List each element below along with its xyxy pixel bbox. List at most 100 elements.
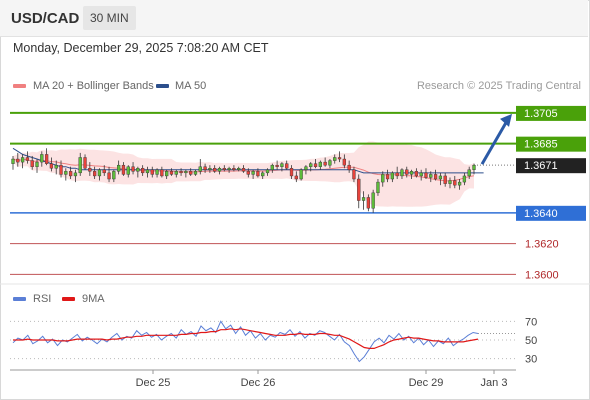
candle-body [419, 172, 423, 177]
candle-body [83, 157, 87, 169]
candle-body [40, 154, 44, 163]
ma20-legend-label: MA 20 + Bollinger Bands [33, 80, 154, 92]
candle-body [376, 181, 380, 194]
forecast-arrow-shaft [480, 120, 509, 165]
candle-body [198, 166, 202, 172]
candle-body [203, 166, 207, 170]
candle-body [265, 169, 270, 174]
candle-body [126, 166, 130, 175]
candle-body [318, 161, 322, 167]
candle-body [390, 172, 395, 180]
candle-body [448, 180, 452, 184]
candle-body [414, 171, 419, 177]
price-tag-1.3640 [516, 205, 586, 221]
candle-body [304, 166, 308, 170]
candle-body [222, 168, 226, 170]
candle-body [217, 168, 222, 172]
candle-body [213, 168, 217, 172]
candle-body [323, 161, 327, 166]
forecast-arrow-head [500, 113, 512, 127]
candle-body [30, 160, 34, 167]
candle-body [289, 168, 294, 177]
rsi-tick-label-70: 70 [525, 316, 537, 328]
candle-body [270, 164, 274, 170]
candle-body [299, 169, 303, 180]
rsi-tick-label-30: 30 [525, 354, 537, 366]
candle-body [25, 157, 30, 161]
candle-body [169, 171, 174, 175]
candle-body [150, 169, 154, 175]
candle-body [366, 197, 370, 209]
candle-body [385, 174, 390, 180]
price-level-label-1.3600: 1.3600 [525, 269, 559, 281]
rsi-legend-swatch [13, 297, 26, 301]
candle-body [433, 174, 438, 180]
candle-body [280, 163, 284, 167]
candle-body [131, 166, 135, 172]
candle-body [35, 161, 39, 167]
candle-body [179, 171, 183, 174]
candle-body [73, 172, 78, 177]
candle-body [92, 171, 97, 177]
candle-body [227, 168, 231, 170]
candle-body [165, 171, 169, 177]
candle-body [184, 171, 188, 174]
candle-body [44, 154, 49, 164]
candle-body [141, 168, 145, 174]
candle-body [246, 171, 250, 175]
candle-body [467, 169, 471, 177]
candle-body [347, 164, 351, 170]
candle-body [342, 158, 346, 166]
price-tag-1.3671 [516, 158, 586, 174]
x-tick-label-2: Dec 29 [409, 377, 444, 389]
candle-body [121, 164, 126, 175]
candle-body [381, 174, 385, 183]
research-credit: Research © 2025 Trading Central [416, 80, 581, 92]
price-tag-1.3705 [516, 105, 586, 121]
candle-body [424, 172, 428, 178]
candle-body [395, 172, 399, 177]
candle-body [237, 168, 241, 170]
candle-body [333, 157, 337, 161]
ma50-legend-label: MA 50 [175, 80, 207, 92]
price-tag-label-1.3640: 1.3640 [524, 208, 558, 220]
candle-body [68, 171, 73, 177]
candle-body [49, 163, 54, 169]
timeframe-button[interactable]: 30 MIN [83, 6, 136, 30]
price-tag-label-1.3671: 1.3671 [524, 160, 558, 172]
rsi-legend-label: RSI [33, 293, 52, 305]
candle-body [117, 164, 121, 172]
candle-body [313, 163, 318, 167]
bollinger-band [13, 141, 474, 207]
candle-body [462, 175, 467, 183]
candle-body [102, 169, 106, 174]
candle-body [453, 180, 457, 186]
candle-body [20, 157, 25, 163]
candle-body [328, 160, 332, 166]
candle-body [409, 171, 414, 175]
candle-body [357, 178, 361, 201]
candle-body [11, 158, 15, 164]
x-tick-label-0: Dec 25 [136, 377, 171, 389]
rsi-line [12, 320, 479, 363]
candle-body [275, 164, 279, 167]
rsi-ma-legend-swatch [62, 297, 75, 301]
candle-body [193, 171, 198, 175]
candle-body [309, 163, 313, 167]
rsi-tick-label-50: 50 [525, 335, 537, 347]
candle-body [337, 157, 342, 160]
price-tag-1.3685 [516, 136, 586, 152]
candle-body [160, 169, 164, 177]
candle-body [361, 197, 366, 201]
candle-body [400, 169, 404, 177]
candle-body [443, 175, 447, 184]
candle-body [145, 169, 150, 174]
price-tag-label-1.3685: 1.3685 [524, 139, 558, 151]
candle-body [208, 168, 212, 170]
candle-body [405, 169, 409, 175]
price-tag-label-1.3705: 1.3705 [524, 108, 558, 120]
candle-body [59, 164, 63, 175]
rsi-ma-legend-label: 9MA [82, 293, 105, 305]
